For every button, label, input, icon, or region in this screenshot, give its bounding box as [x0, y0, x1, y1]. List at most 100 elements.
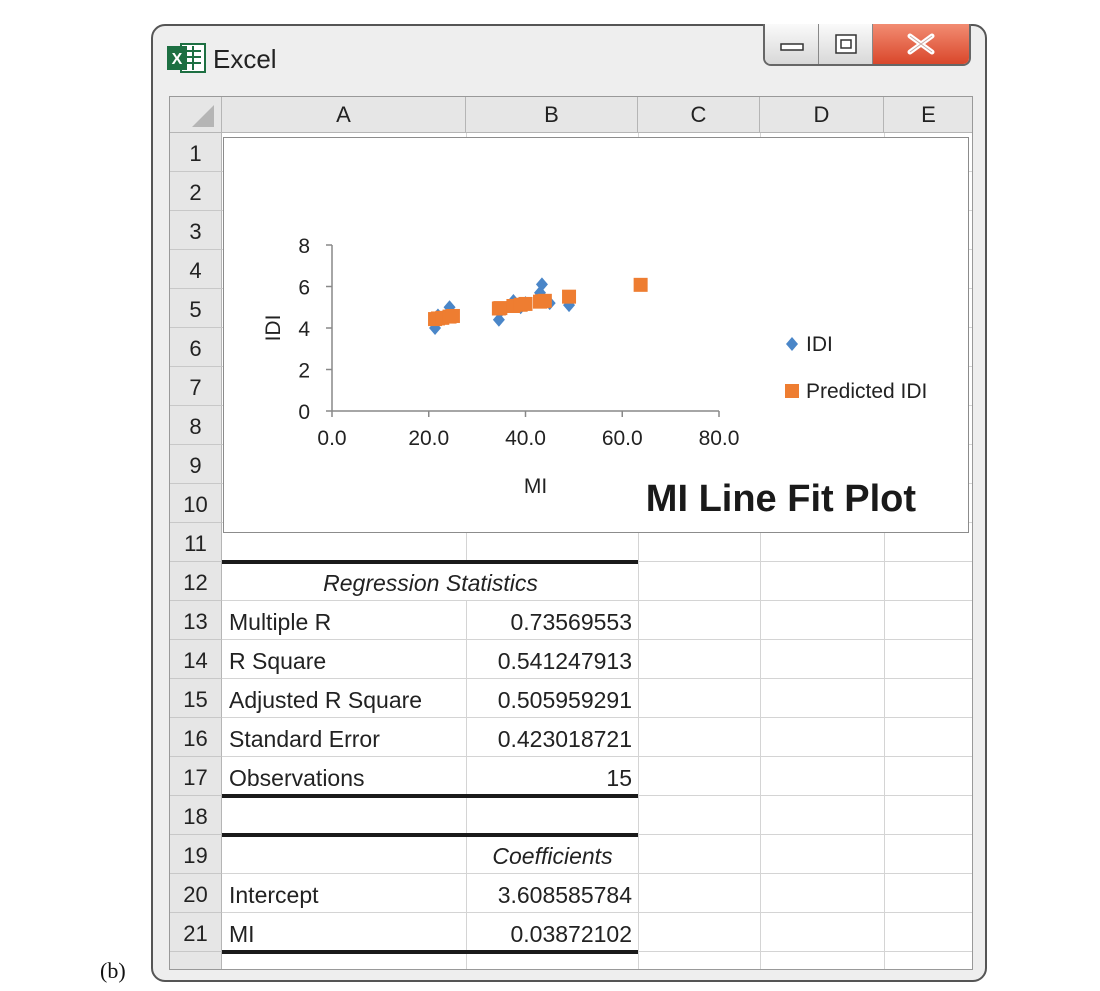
column-gridline [884, 133, 885, 969]
column-header-d[interactable]: D [760, 97, 884, 133]
table-border-line [222, 833, 638, 837]
row-header-16[interactable]: 16 [170, 718, 222, 757]
row-header-10[interactable]: 10 [170, 484, 222, 523]
select-all-icon [192, 105, 214, 127]
row-gridline [222, 912, 972, 913]
predicted-idi-point [445, 308, 460, 323]
stat-value[interactable]: 0.541247913 [467, 640, 638, 678]
row-header-7[interactable]: 7 [170, 367, 222, 406]
row-header-12[interactable]: 12 [170, 562, 222, 601]
row-gridline [222, 600, 972, 601]
close-icon [907, 33, 935, 55]
column-header-c[interactable]: C [638, 97, 760, 133]
idi-point [535, 277, 548, 292]
title-bar: X Excel [153, 24, 985, 90]
stat-value[interactable]: 0.73569553 [467, 601, 638, 639]
coefficient-value[interactable]: 3.608585784 [467, 874, 638, 912]
coefficient-label[interactable]: MI [223, 913, 466, 951]
stat-value[interactable]: 15 [467, 757, 638, 795]
row-header-14[interactable]: 14 [170, 640, 222, 679]
y-tick-label: 0 [298, 401, 310, 424]
x-tick-label: 20.0 [408, 427, 449, 450]
x-tick-label: 60.0 [602, 427, 643, 450]
window-controls [763, 24, 971, 66]
column-header-b[interactable]: B [466, 97, 638, 133]
excel-logo-icon: X [167, 43, 206, 73]
legend-marker [785, 384, 799, 398]
predicted-idi-point [537, 293, 552, 308]
x-tick-label: 0.0 [317, 427, 346, 450]
logo-letter: X [172, 51, 183, 68]
coefficient-label[interactable]: Intercept [223, 874, 466, 912]
table-border-line [222, 950, 638, 954]
row-header-11[interactable]: 11 [170, 523, 222, 562]
row-header-5[interactable]: 5 [170, 289, 222, 328]
row-header-17[interactable]: 17 [170, 757, 222, 796]
stat-label[interactable]: Adjusted R Square [223, 679, 466, 717]
window-title: Excel [213, 44, 277, 74]
stat-value[interactable]: 0.505959291 [467, 679, 638, 717]
column-gridline [760, 133, 761, 969]
row-header-6[interactable]: 6 [170, 328, 222, 367]
table-border-line [222, 794, 638, 798]
row-header-9[interactable]: 9 [170, 445, 222, 484]
stat-label[interactable]: Multiple R [223, 601, 466, 639]
row-header-4[interactable]: 4 [170, 250, 222, 289]
row-header-15[interactable]: 15 [170, 679, 222, 718]
select-all-corner[interactable] [170, 97, 222, 133]
stat-value[interactable]: 0.423018721 [467, 718, 638, 756]
spreadsheet-grid[interactable]: A B C D E 1 2 3 4 5 6 7 8 9 10 11 12 13 14 15 16 17 18 19 20 21 0… [169, 96, 973, 970]
legend-label: Predicted IDI [806, 380, 927, 403]
column-gridline [466, 133, 467, 969]
predicted-idi-point [493, 301, 508, 316]
y-tick-label: 6 [298, 277, 310, 300]
table-border-line [222, 560, 638, 564]
minimize-button[interactable] [765, 24, 819, 64]
legend-label: IDI [806, 333, 833, 356]
column-header-e[interactable]: E [884, 97, 972, 133]
y-axis-label: IDI [262, 315, 285, 342]
row-header-8[interactable]: 8 [170, 406, 222, 445]
coefficients-header[interactable]: Coefficients [467, 835, 638, 873]
row-header-2[interactable]: 2 [170, 172, 222, 211]
row-gridline [222, 873, 972, 874]
legend-marker [786, 337, 798, 351]
column-header-a[interactable]: A [222, 97, 466, 133]
chart-title: MI Line Fit Plot [645, 478, 916, 520]
x-tick-label: 40.0 [505, 427, 546, 450]
row-header-overflow [170, 952, 222, 969]
maximize-icon [834, 34, 857, 54]
row-header-18[interactable]: 18 [170, 796, 222, 835]
stat-label[interactable]: Standard Error [223, 718, 466, 756]
figure-label: (b) [100, 958, 126, 983]
excel-window: X Excel [151, 24, 987, 982]
predicted-idi-point [633, 277, 648, 292]
predicted-idi-point [518, 296, 533, 311]
row-header-19[interactable]: 19 [170, 835, 222, 874]
x-axis-label: MI [524, 475, 547, 498]
close-button[interactable] [873, 24, 969, 64]
regression-stats-header[interactable]: Regression Statistics [223, 562, 638, 600]
y-tick-label: 8 [298, 235, 310, 258]
maximize-button[interactable] [819, 24, 873, 64]
stat-label[interactable]: Observations [223, 757, 466, 795]
row-gridline [222, 678, 972, 679]
coefficient-value[interactable]: 0.03872102 [467, 913, 638, 951]
x-tick-label: 80.0 [699, 427, 740, 450]
row-header-20[interactable]: 20 [170, 874, 222, 913]
row-header-3[interactable]: 3 [170, 211, 222, 250]
column-gridline [638, 133, 639, 969]
minimize-icon [779, 43, 804, 51]
row-gridline [222, 717, 972, 718]
predicted-idi-point [562, 289, 577, 304]
y-tick-label: 2 [298, 360, 310, 383]
row-gridline [222, 639, 972, 640]
row-header-13[interactable]: 13 [170, 601, 222, 640]
line-fit-chart[interactable]: 0 2 4 6 8 0.0 20.0 40.0 60.0 80.0 MI IDI IDI Predicte… [223, 137, 969, 533]
row-header-1[interactable]: 1 [170, 133, 222, 172]
row-gridline [222, 756, 972, 757]
row-header-21[interactable]: 21 [170, 913, 222, 952]
y-tick-label: 4 [298, 318, 310, 341]
stat-label[interactable]: R Square [223, 640, 466, 678]
